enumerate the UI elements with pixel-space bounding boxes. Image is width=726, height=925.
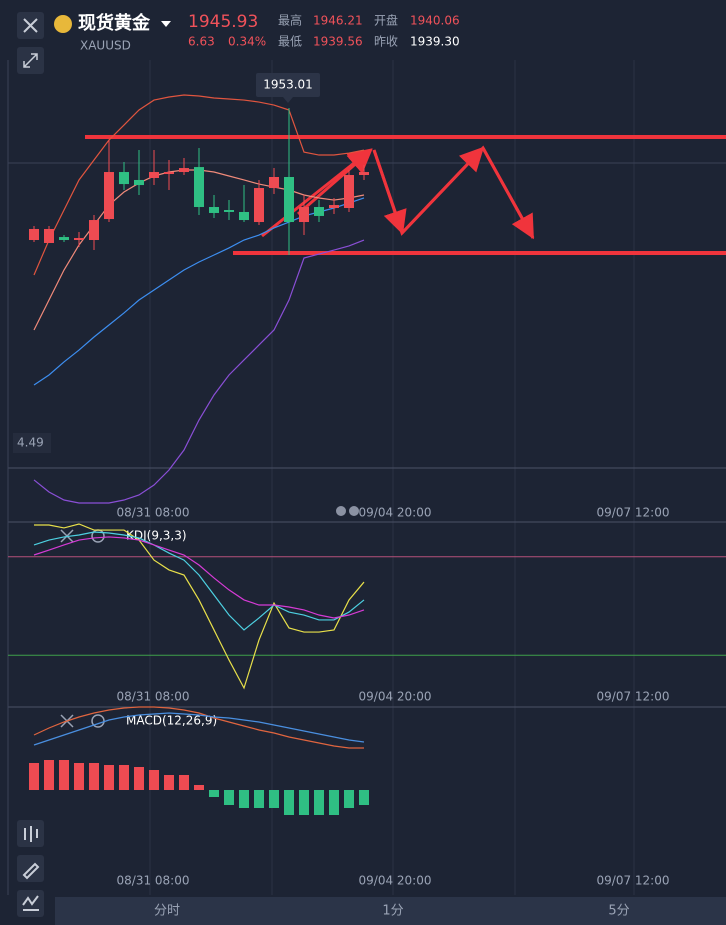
time-tab[interactable]: 分时 (154, 904, 180, 919)
time-tab[interactable]: 1分 (382, 904, 403, 919)
candle-body (299, 207, 309, 223)
price: 1945.93 (188, 12, 258, 32)
candle-body (59, 237, 69, 241)
tab-bar (55, 897, 726, 925)
macd-bar (299, 790, 309, 815)
indicator-title: MACD(12,26,9) (126, 714, 217, 728)
candle-body (209, 207, 219, 213)
x-tick-label: 09/04 20:00 (359, 874, 432, 888)
change: 6.63 (188, 35, 215, 49)
macd-bar (254, 790, 264, 808)
candle-body (239, 211, 249, 221)
side-label-box (13, 433, 51, 453)
x-tick-label: 08/31 08:00 (117, 874, 190, 888)
x-tick-label: 09/07 12:00 (597, 874, 670, 888)
x-tick-label: 08/31 08:00 (117, 506, 190, 520)
indicator-line (33, 94, 365, 276)
macd-bar (224, 790, 234, 805)
macd-bar (74, 763, 84, 790)
time-tab[interactable]: 5分 (608, 904, 629, 919)
high-tooltip (256, 73, 320, 97)
x-tick-label: 09/04 20:00 (359, 506, 432, 520)
indicator-title: KDJ(9,3,3) (126, 529, 187, 543)
symbol-code: XAUUSD (80, 39, 131, 53)
stat-value: 1939.30 (410, 35, 460, 49)
candle-body (89, 220, 99, 241)
scroll-handle[interactable] (336, 506, 359, 516)
kdj-line (34, 523, 365, 690)
gold-icon (54, 15, 72, 33)
candle-body (329, 205, 339, 209)
tooltip-pointer (283, 97, 293, 103)
stat-label: 昨收 (374, 35, 398, 49)
macd-bar (119, 765, 129, 790)
stat-label: 最低 (278, 35, 302, 49)
indicator-settings[interactable] (91, 714, 105, 728)
symbol-title[interactable]: 现货黄金 (78, 12, 151, 34)
macd-bar (149, 770, 159, 790)
tool-icons (22, 826, 40, 911)
grid (7, 60, 726, 895)
x-tick-label: 09/04 20:00 (359, 690, 432, 704)
macd-bar (239, 790, 249, 808)
x-tick-label: 08/31 08:00 (117, 690, 190, 704)
candle-body (134, 179, 144, 186)
candle-body (44, 228, 54, 243)
macd-bar (329, 790, 339, 815)
kdj-line (33, 531, 365, 631)
stat-value: 1946.21 (313, 14, 363, 28)
macd-bar (314, 790, 324, 815)
indicator-line (33, 239, 365, 504)
candle-body (179, 168, 189, 173)
candle-body (344, 175, 354, 209)
side-label: 4.49 (17, 436, 44, 450)
stat-label: 开盘 (374, 13, 398, 28)
candle-body (104, 172, 114, 220)
macd-bar (164, 775, 174, 790)
candle-body (149, 172, 159, 178)
macd-bar (44, 760, 54, 790)
macd-bar (359, 790, 369, 805)
candle-body (314, 207, 324, 216)
candle-body (224, 209, 234, 212)
x-tick-label: 09/07 12:00 (597, 506, 670, 520)
macd-bar (59, 760, 69, 790)
candle-body (284, 176, 294, 223)
drawn-annotations (85, 135, 726, 255)
close-icon (23, 18, 38, 33)
high-tooltip-text: 1953.01 (263, 78, 313, 92)
dropdown-caret[interactable] (161, 21, 171, 27)
x-tick-label: 09/07 12:00 (597, 690, 670, 704)
macd-bar (104, 765, 114, 790)
macd-bar (194, 785, 204, 790)
macd-bar (179, 775, 189, 790)
macd-bar (29, 763, 39, 790)
candle-body (254, 188, 264, 223)
macd-bar (89, 763, 99, 790)
macd-line (33, 712, 365, 746)
candle-body (359, 172, 369, 176)
candle-body (29, 228, 39, 241)
macd-bar (209, 790, 219, 797)
candle-body (164, 172, 174, 175)
change-pct: 0.34% (228, 35, 266, 49)
candle-body (269, 176, 279, 189)
candle-body (194, 167, 204, 208)
collapse-icon (23, 53, 38, 68)
macd-bar (134, 767, 144, 790)
macd-line (33, 706, 364, 749)
macd-bar (269, 790, 279, 808)
macd-bar (284, 790, 294, 815)
stat-value: 1939.56 (313, 35, 363, 49)
kdj-line (33, 536, 365, 619)
macd-bar (344, 790, 354, 808)
stat-value: 1940.06 (410, 14, 460, 28)
candle-body (119, 172, 129, 185)
candle-body (74, 238, 84, 241)
stat-label: 最高 (278, 13, 302, 28)
